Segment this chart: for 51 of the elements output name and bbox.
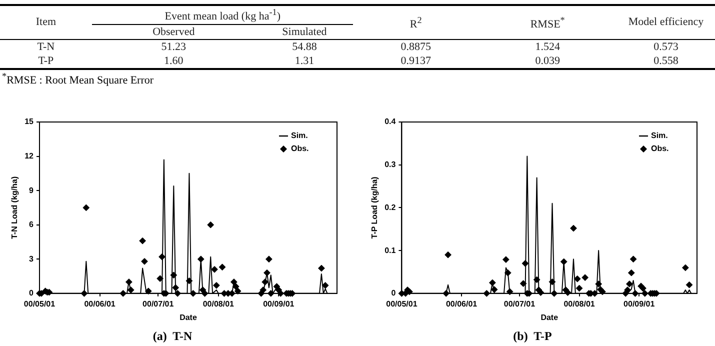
y-tick-label: 9 [29,186,34,195]
x-tick-label: 00/05/01 [24,299,56,308]
y-tick-label: 0.4 [384,117,396,126]
text: $^{*}$RMSE : Root Mean Square Error [1,70,155,86]
y-tick-label: 0.2 [384,202,396,212]
legend-label: Sim. [651,131,668,140]
category-label: R$^{2}$ [408,14,423,32]
category-label: Model efficiency [627,15,705,30]
y-tick-label: 0 [29,288,34,298]
y-tick-label: 3 [29,254,34,264]
y-tick-label: 0.1 [384,246,396,255]
x-axis-title: Date [540,313,559,322]
legend-label: Obs. [291,144,309,154]
data-label: 1.60 [163,54,184,69]
text: (a) T-N [152,328,192,343]
x-tick-label: 00/05/01 [386,299,418,308]
text: T-N [36,40,56,54]
y-tick-label: 6 [29,220,34,230]
legend-label: Obs. [651,144,669,154]
text: Event mean load (kg ha$^{-1}$) [92,5,354,24]
data-label: 54.88 [291,40,318,54]
text: Item [34,15,58,30]
x-tick-label: 00/06/01 [84,299,116,308]
text: T-P [37,54,55,69]
y-tick-label: 0.3 [384,160,396,170]
data-label: 0.8875 [400,40,432,54]
data-label: 0.039 [534,54,561,69]
x-tick-label: 00/07/01 [142,299,174,308]
data-label: 0.558 [652,54,680,69]
data-label: 51.23 [160,40,188,54]
x-axis-title: Date [180,313,198,322]
data-label: 1.524 [534,40,561,54]
y-tick-label: 0 [391,288,396,298]
category-label: RMSE$^{*}$ [529,14,566,32]
category-label: Observed [152,24,196,40]
data-label: 0.9137 [400,54,432,69]
y-axis-title: T-P Load (kg/ha) [370,176,380,239]
x-tick-label: 00/08/01 [564,299,596,308]
data-label: 0.573 [652,40,680,54]
y-axis-title: T-N Load (kg/ha) [10,176,20,240]
text: (b) T-P [513,328,552,343]
x-tick-label: 00/07/01 [504,299,536,308]
category-label: Simulated [281,24,328,40]
x-tick-label: 00/08/01 [202,299,235,308]
x-tick-label: 00/09/01 [624,299,656,308]
y-tick-label: 15 [24,117,34,126]
legend-label: Sim. [291,131,308,140]
x-tick-label: 00/06/01 [446,299,478,308]
y-tick-label: 12 [24,151,34,160]
data-label: 1.31 [294,54,316,69]
x-tick-label: 00/09/01 [263,299,295,308]
